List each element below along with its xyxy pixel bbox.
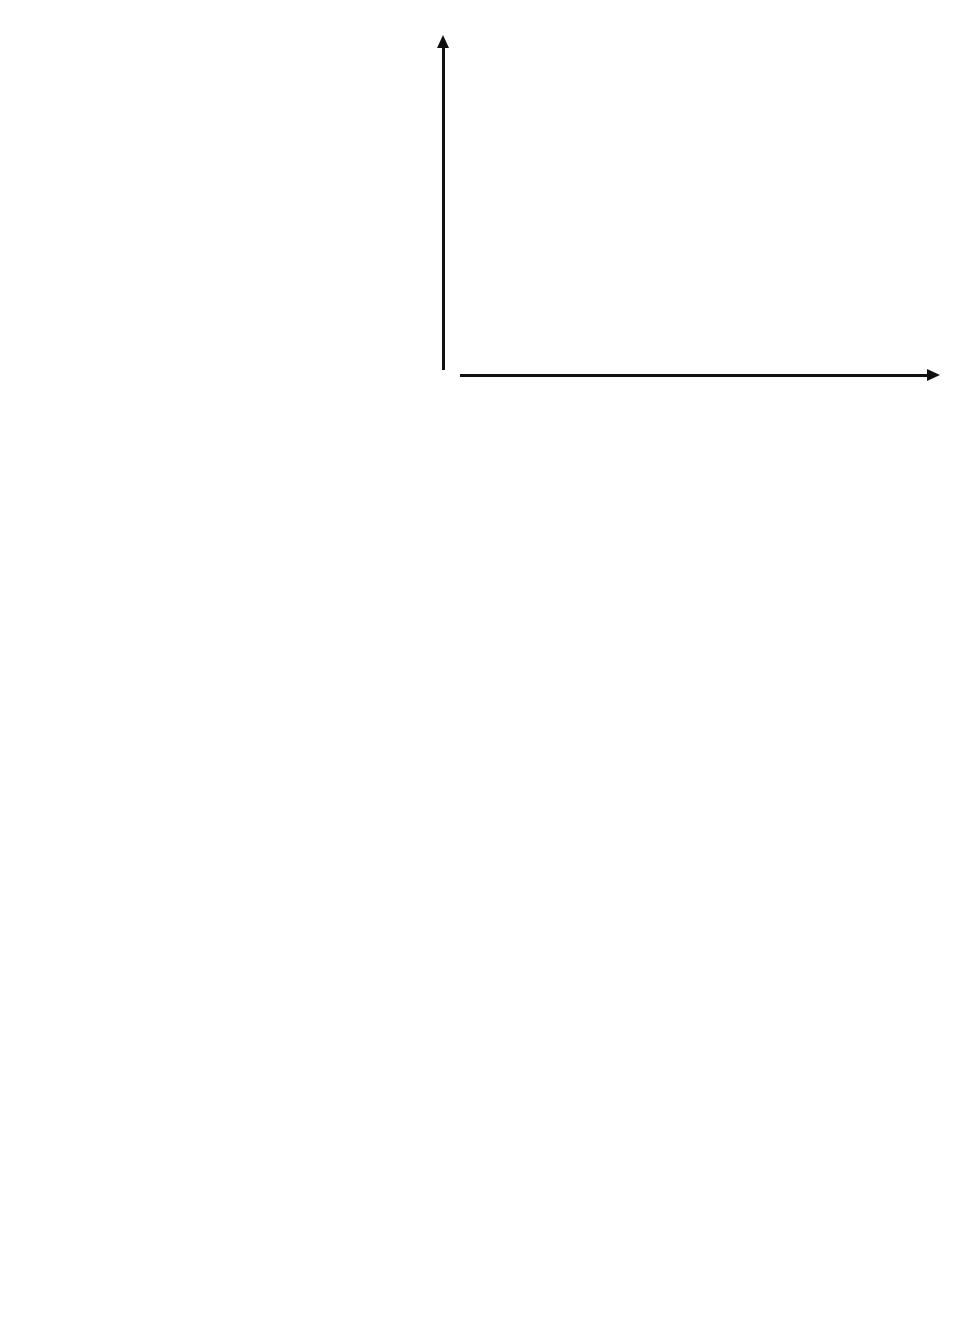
x-axis-arrow <box>460 369 940 380</box>
legend-color-swatch <box>60 97 75 107</box>
flow-plot-lps-caalg <box>626 184 790 370</box>
legend-color-swatch <box>60 124 75 134</box>
flow-plot-lps <box>626 2 790 188</box>
legend-item <box>60 88 84 115</box>
legend-item <box>60 34 84 61</box>
legend-item <box>60 142 84 169</box>
legend-color-swatch <box>60 187 75 197</box>
legend-color-swatch <box>60 70 75 80</box>
legend-color-swatch <box>60 43 75 53</box>
microscopy-panel <box>0 660 955 900</box>
flow-plot-lps-md-exosome <box>464 184 628 370</box>
panel-a-legend <box>60 34 84 205</box>
y-axis-arrow <box>437 35 448 370</box>
flow-plot-lps-exo-tk-caalg <box>788 184 952 370</box>
legend-item <box>60 61 84 88</box>
legend-item <box>60 115 84 142</box>
legend-color-swatch <box>60 151 75 161</box>
flow-cytometry-panel <box>430 0 955 400</box>
flow-plot-lps-exosome <box>788 2 952 188</box>
flow-plot-control <box>464 2 628 188</box>
legend-item <box>60 178 84 205</box>
